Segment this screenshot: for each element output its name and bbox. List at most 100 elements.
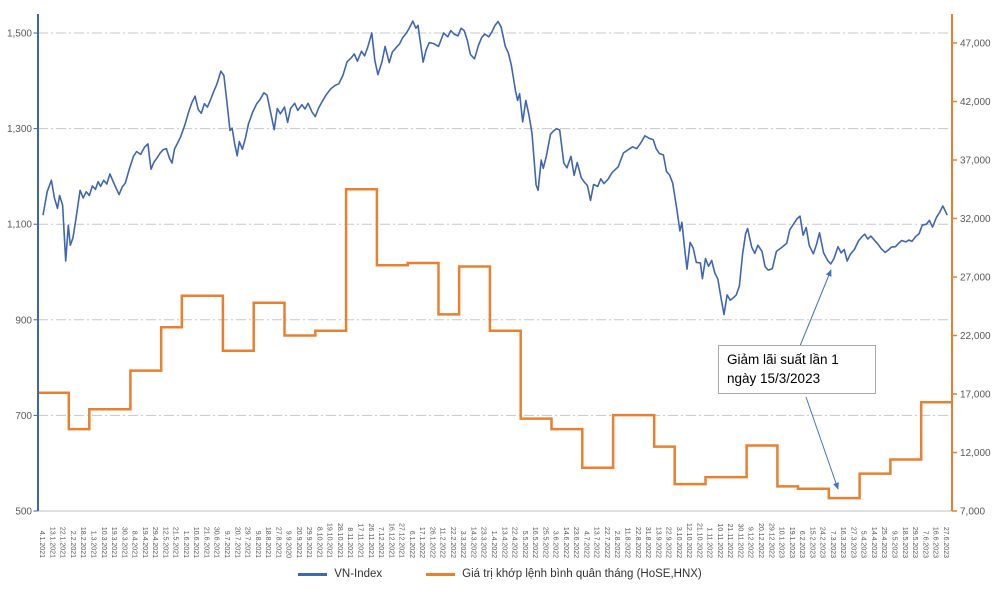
x-axis-label: 13.4.2022 — [500, 527, 507, 558]
legend-item-matched-value: Giá trị khớp lệnh bình quân tháng (HoSE,… — [426, 568, 702, 580]
chart-legend: VN-Index Giá trị khớp lệnh bình quân thá… — [0, 568, 1000, 580]
x-axis-label: 13.1.2021 — [48, 527, 55, 558]
x-axis-label: 9.7.2021 — [223, 531, 230, 558]
x-axis-label: 22.7.2022 — [603, 527, 610, 558]
x-axis-label: 10.3.2021 — [100, 527, 107, 558]
right-y-axis-label: 42,000 — [960, 97, 991, 108]
x-axis-label: 11.8.2022 — [624, 527, 631, 558]
x-axis-label: 22.9.2022 — [665, 527, 672, 558]
x-axis-label: 11.2.2022 — [439, 527, 446, 558]
x-axis-label: 25.4.2023 — [880, 527, 887, 558]
x-axis-label: 19.1.2023 — [788, 527, 795, 558]
x-axis-label: 12.10.2022 — [685, 523, 692, 558]
x-axis-label: 23.3.2022 — [480, 527, 487, 558]
vnindex-line-swatch-icon — [298, 572, 328, 576]
x-axis-label: 10.1.2023 — [778, 527, 785, 558]
x-axis-label: 1.11.2022 — [706, 527, 713, 558]
legend-item-vnindex: VN-Index — [298, 568, 382, 580]
annotation-arrow-to-volume — [805, 396, 839, 490]
x-axis-label: 16.5.2022 — [531, 527, 538, 558]
x-axis-label: 26.1.2022 — [428, 527, 435, 558]
x-axis-label: 18.5.2023 — [901, 527, 908, 558]
x-axis-label: 27.8.2021 — [274, 527, 281, 558]
annotation-arrow-to-vnindex — [799, 269, 832, 347]
x-axis-label: 28.10.2021 — [336, 523, 343, 558]
x-axis-label: 31.8.2022 — [644, 527, 651, 558]
x-axis-label: 15.2.2023 — [808, 527, 815, 558]
x-axis-label: 17.1.2022 — [418, 527, 425, 558]
x-axis-label: 1.3.2021 — [89, 531, 96, 558]
x-axis-label: 22.1.2021 — [59, 527, 66, 558]
x-axis-label: 4.1.2021 — [38, 531, 45, 558]
left-y-axis-label: 500 — [15, 507, 32, 518]
x-axis-label: 6.2.2023 — [798, 531, 805, 558]
x-axis-label: 12.5.2021 — [161, 527, 168, 558]
x-axis-label: 26.11.2021 — [367, 523, 374, 558]
x-axis-label: 16.12.2021 — [387, 523, 394, 558]
x-axis-label: 4.7.2022 — [582, 531, 589, 558]
x-axis-label: 21.6.2021 — [202, 527, 209, 558]
x-axis-label: 14.3.2022 — [469, 527, 476, 558]
x-axis-label: 30.11.2022 — [736, 523, 743, 558]
x-axis-label: 1.4.2022 — [490, 531, 497, 558]
vnindex-line — [42, 20, 948, 316]
x-axis-label: 6.1.2022 — [408, 531, 415, 558]
left-y-axis-label: 1,300 — [7, 124, 32, 135]
x-axis-label: 27.6.2023 — [942, 527, 949, 558]
x-axis-label: 9.9.2020 — [285, 531, 292, 558]
x-axis-label: 3.3.2022 — [459, 531, 466, 558]
x-axis-label: 16.3.2023 — [839, 527, 846, 558]
x-axis-label: 3.10.2022 — [675, 527, 682, 558]
annotation-line-1: Giảm lãi suất lần 1 — [727, 352, 839, 367]
x-axis-label: 7.12.2021 — [377, 527, 384, 558]
x-axis-label: 10.11.2022 — [716, 523, 723, 558]
x-axis-label: 22.2.2022 — [449, 527, 456, 558]
x-axis-label: 29.4.2021 — [151, 527, 158, 558]
right-y-axis-label: 37,000 — [960, 156, 991, 167]
right-y-axis-label: 17,000 — [960, 390, 991, 401]
x-axis-label: 22.8.2022 — [634, 527, 641, 558]
x-axis-label: 19.4.2021 — [141, 527, 148, 558]
left-y-axis-label: 1,500 — [7, 29, 32, 40]
x-axis-label: 7.6.2023 — [921, 531, 928, 558]
x-axis-label: 20.9.2021 — [295, 527, 302, 558]
x-axis-label: 25.5.2022 — [541, 527, 548, 558]
right-y-axis-label: 7,000 — [960, 507, 985, 518]
x-axis-label: 8.10.2021 — [315, 527, 322, 558]
x-axis-label: 17.11.2021 — [356, 523, 363, 558]
annotation-line-2: ngày 15/3/2023 — [727, 371, 821, 386]
x-axis-label: 18.8.2021 — [264, 527, 271, 558]
right-y-axis-label: 47,000 — [960, 39, 991, 50]
x-axis-label: 9.12.2022 — [747, 527, 754, 558]
x-axis-label: 5.5.2022 — [521, 531, 528, 558]
x-axis-label: 8.11.2021 — [346, 527, 353, 558]
x-axis-label: 20.12.2022 — [757, 523, 764, 558]
x-axis-label: 30.6.2021 — [213, 527, 220, 558]
x-axis-label: 1.6.2021 — [182, 531, 189, 558]
x-axis-label: 2.2.2021 — [69, 531, 76, 558]
right-y-axis-label: 32,000 — [960, 214, 991, 225]
x-axis-label: 21.10.2022 — [695, 523, 702, 558]
x-axis-label: 9.8.2021 — [254, 531, 261, 558]
x-axis-label: 30.3.2021 — [120, 527, 127, 558]
x-axis-label: 14.6.2022 — [562, 527, 569, 558]
x-axis-label: 19.3.2021 — [110, 527, 117, 558]
x-axis-label: 7.3.2023 — [829, 531, 836, 558]
x-axis-label: 16.6.2023 — [932, 527, 939, 558]
left-y-axis-label: 900 — [15, 315, 32, 326]
x-axis-label: 13.9.2022 — [654, 527, 661, 558]
x-axis-label: 29.7.2021 — [244, 527, 251, 558]
x-axis-label: 9.5.2023 — [891, 531, 898, 558]
rate-cut-annotation: Giảm lãi suất lần 1 ngày 15/3/2023 — [718, 345, 876, 394]
x-axis-label: 21.5.2021 — [172, 527, 179, 558]
matched-value-line-swatch-icon — [426, 572, 456, 576]
x-axis-label: 20.7.2021 — [233, 527, 240, 558]
x-axis-label: 24.2.2023 — [819, 527, 826, 558]
x-axis-label: 22.4.2022 — [511, 527, 518, 558]
left-y-axis-label: 1,100 — [7, 220, 32, 231]
right-y-axis-label: 22,000 — [960, 331, 991, 342]
x-axis-label: 5.4.2023 — [860, 531, 867, 558]
x-axis-label: 29.9.2021 — [305, 527, 312, 558]
